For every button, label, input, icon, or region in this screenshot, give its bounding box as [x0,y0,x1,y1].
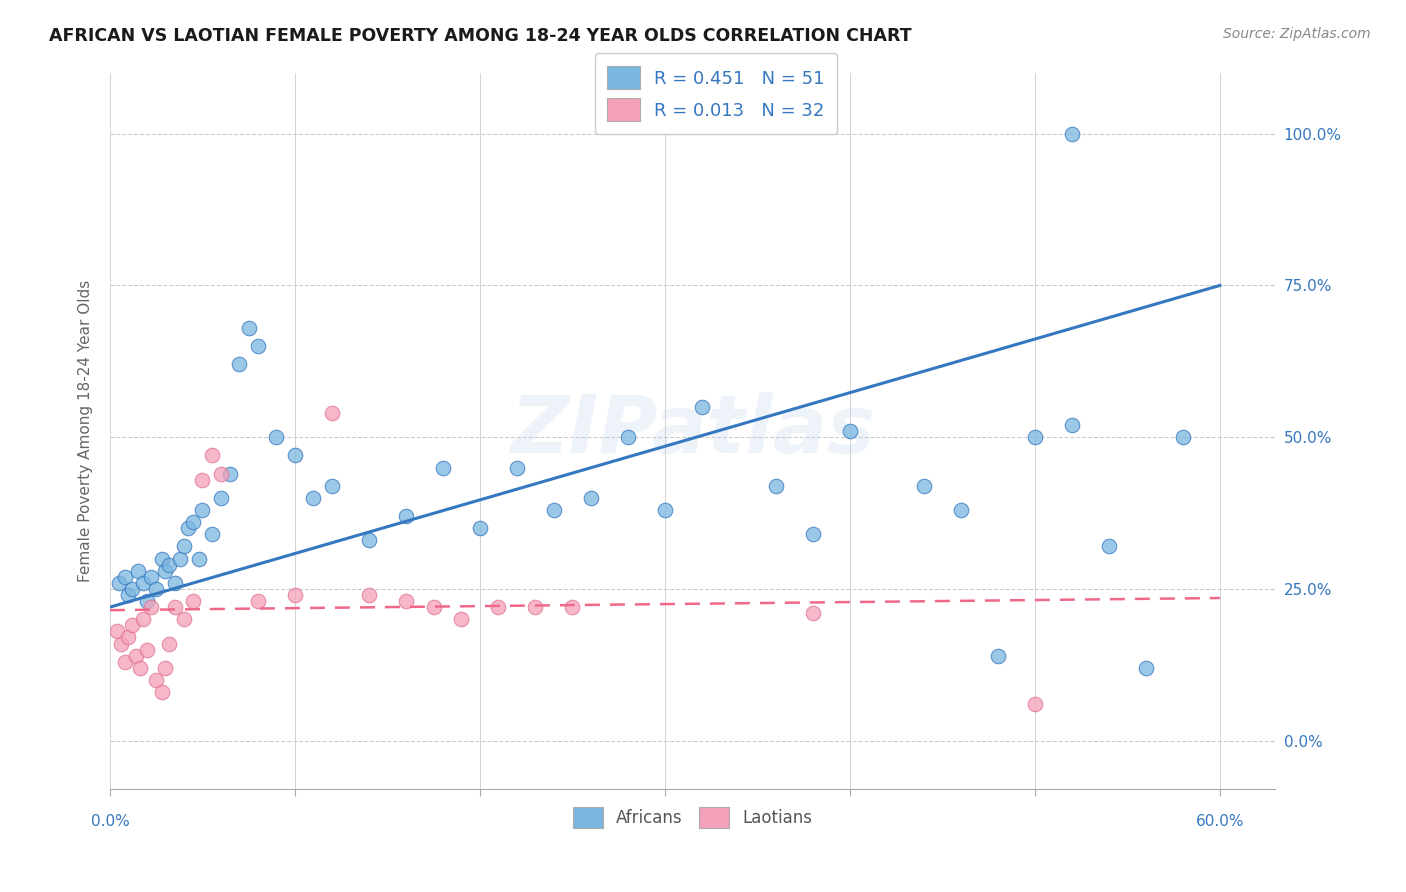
Point [949,503,972,517]
Point [157,636,180,650]
Point [145,582,167,596]
Point [839,424,862,438]
Point [246,339,269,353]
Point [169,551,191,566]
Point [506,460,529,475]
Point [1024,430,1046,444]
Point [139,600,162,615]
Point [579,491,602,505]
Point [201,449,224,463]
Point [357,588,380,602]
Point [395,594,418,608]
Point [150,551,173,566]
Point [121,582,143,596]
Point [801,606,824,620]
Point [690,400,713,414]
Point [654,503,676,517]
Point [155,661,177,675]
Point [524,600,547,615]
Point [191,473,214,487]
Point [617,430,640,444]
Point [543,503,565,517]
Point [132,612,155,626]
Point [912,479,935,493]
Point [468,521,491,535]
Point [163,600,186,615]
Point [105,624,128,639]
Point [1060,417,1083,432]
Point [157,558,180,572]
Point [128,661,150,675]
Point [173,540,195,554]
Point [228,357,250,371]
Point [450,612,472,626]
Point [191,503,214,517]
Point [117,588,139,602]
Point [357,533,380,548]
Point [266,430,288,444]
Point [238,321,260,335]
Text: AFRICAN VS LAOTIAN FEMALE POVERTY AMONG 18-24 YEAR OLDS CORRELATION CHART: AFRICAN VS LAOTIAN FEMALE POVERTY AMONG … [49,27,912,45]
Point [187,551,209,566]
Point [284,449,307,463]
Text: Source: ZipAtlas.com: Source: ZipAtlas.com [1223,27,1371,41]
Point [108,575,131,590]
Point [284,588,307,602]
Point [1171,430,1194,444]
Point [422,600,444,615]
Point [432,460,454,475]
Point [395,509,418,524]
Point [1135,661,1157,675]
Legend: Africans, Laotians: Africans, Laotians [567,800,820,835]
Point [561,600,583,615]
Point [246,594,269,608]
Point [181,594,204,608]
Point [1098,540,1121,554]
Point [136,642,159,657]
Point [1024,698,1046,712]
Point [114,655,136,669]
Y-axis label: Female Poverty Among 18-24 Year Olds: Female Poverty Among 18-24 Year Olds [79,280,93,582]
Point [801,527,824,541]
Point [163,575,186,590]
Point [209,467,232,481]
Point [132,575,155,590]
Text: 60.0%: 60.0% [1195,814,1244,830]
Point [209,491,232,505]
Point [302,491,325,505]
Point [110,636,132,650]
Point [136,594,159,608]
Point [155,564,177,578]
Point [121,618,143,632]
Text: 0.0%: 0.0% [90,814,129,830]
Point [765,479,787,493]
Point [176,521,198,535]
Point [987,648,1010,663]
Point [125,648,148,663]
Point [321,479,343,493]
Point [321,406,343,420]
Point [150,685,173,699]
Point [219,467,242,481]
Text: ZIPatlas: ZIPatlas [510,392,875,470]
Point [114,570,136,584]
Point [173,612,195,626]
Point [139,570,162,584]
Point [117,631,139,645]
Point [181,515,204,529]
Point [1060,127,1083,141]
Point [127,564,149,578]
Point [488,600,510,615]
Point [145,673,167,687]
Point [201,527,224,541]
